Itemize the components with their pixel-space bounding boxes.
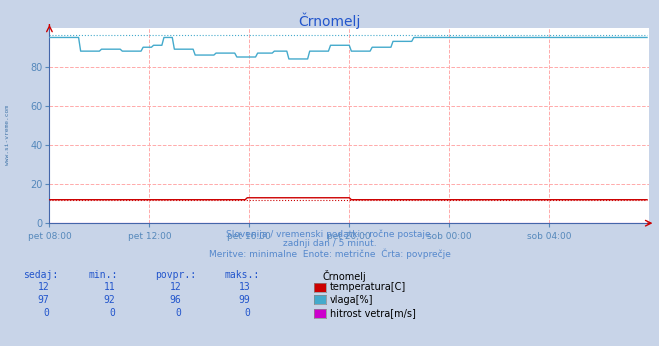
Text: 12: 12 [169,282,181,292]
Text: 0: 0 [244,308,250,318]
Text: Slovenija / vremenski podatki - ročne postaje.: Slovenija / vremenski podatki - ročne po… [226,229,433,238]
Text: 0: 0 [109,308,115,318]
Text: 97: 97 [38,295,49,305]
Text: 99: 99 [239,295,250,305]
Text: 11: 11 [103,282,115,292]
Text: Črnomelj: Črnomelj [299,12,360,29]
Text: min.:: min.: [89,270,119,280]
Text: 0: 0 [175,308,181,318]
Text: maks.:: maks.: [224,270,259,280]
Text: 92: 92 [103,295,115,305]
Text: zadnji dan / 5 minut.: zadnji dan / 5 minut. [283,239,376,248]
Text: 13: 13 [239,282,250,292]
Text: 0: 0 [43,308,49,318]
Text: temperatura[C]: temperatura[C] [330,282,406,292]
Text: povpr.:: povpr.: [155,270,196,280]
Text: Meritve: minimalne  Enote: metrične  Črta: povprečje: Meritve: minimalne Enote: metrične Črta:… [208,248,451,259]
Text: Črnomelj: Črnomelj [323,270,366,282]
Text: 12: 12 [38,282,49,292]
Text: 96: 96 [169,295,181,305]
Text: sedaj:: sedaj: [23,270,58,280]
Text: hitrost vetra[m/s]: hitrost vetra[m/s] [330,308,415,318]
Text: www.si-vreme.com: www.si-vreme.com [5,105,11,165]
Text: vlaga[%]: vlaga[%] [330,295,373,305]
